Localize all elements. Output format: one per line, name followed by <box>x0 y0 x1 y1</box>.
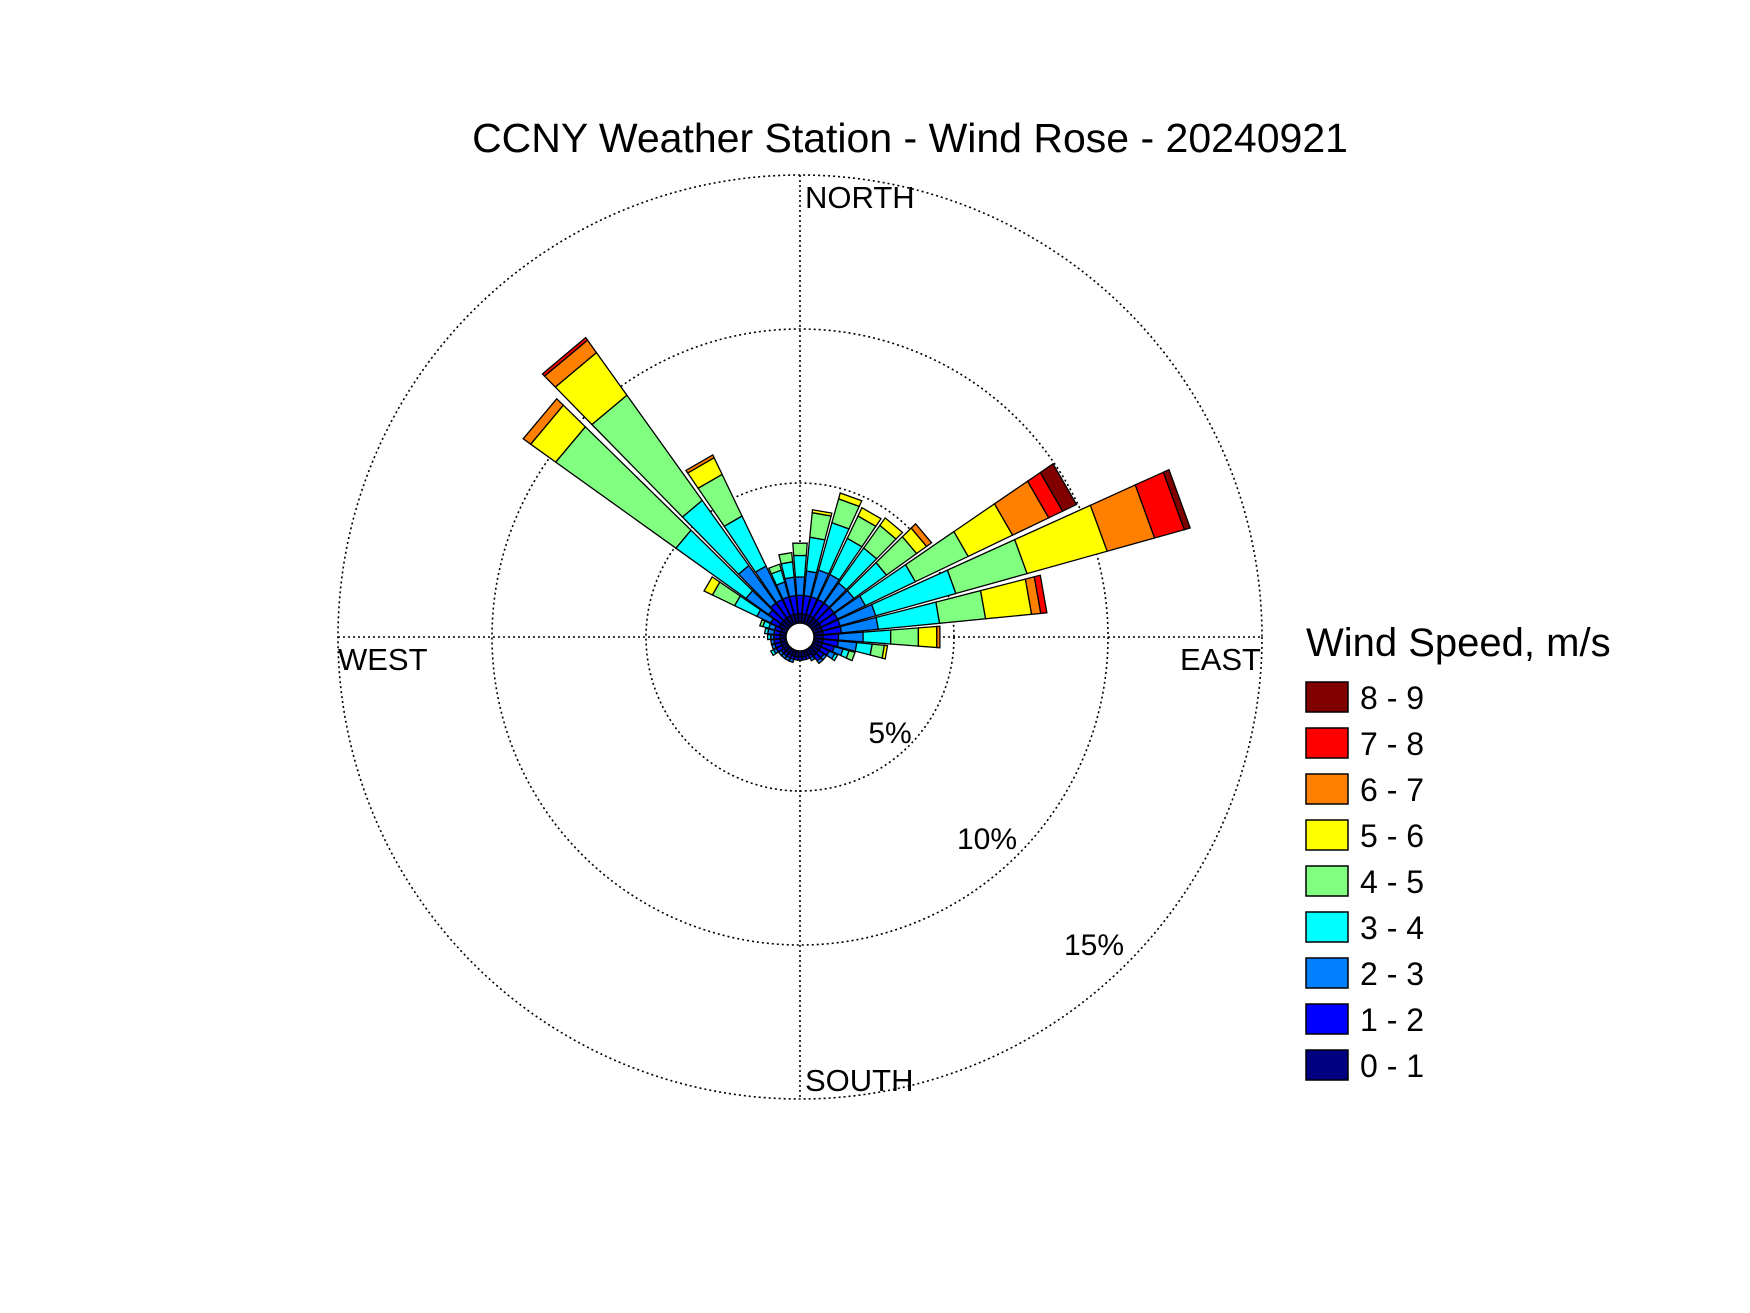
petal-segment-20-deg-bin-5 <box>837 492 863 508</box>
petal-segment-90-deg-bin-3 <box>862 629 892 645</box>
petal-segment-110-deg-bin-4 <box>845 649 856 662</box>
petal-segment-310-deg-bin-6 <box>522 397 565 446</box>
petal-segment-120-deg-bin-3 <box>831 652 839 662</box>
legend-swatch-8 <box>1305 1049 1349 1081</box>
legend-title: Wind Speed, m/s <box>1306 621 1611 665</box>
petal-segment-10-deg-bin-5 <box>811 508 833 517</box>
petal-segment-330-deg-bin-6 <box>684 453 715 474</box>
petal-segment-280-deg-bin-3 <box>763 627 770 635</box>
petal-segment-130-deg-bin-2 <box>820 653 828 661</box>
petal-segment-0-deg-bin-4 <box>792 542 808 557</box>
petal-segment-100-deg-bin-3 <box>854 641 873 656</box>
chart-title: CCNY Weather Station - Wind Rose - 20240… <box>472 115 1348 161</box>
petal-segment-240-deg-bin-3 <box>769 648 777 657</box>
legend-label-2: 6 - 7 <box>1360 772 1424 808</box>
label-east: EAST <box>1180 642 1261 677</box>
petal-segment-350-deg-bin-4 <box>778 551 794 565</box>
petal-segment-340-deg-bin-4 <box>767 563 783 575</box>
petal-segment-300-deg-bin-5 <box>703 575 721 596</box>
legend-swatch-6 <box>1305 957 1349 989</box>
petal-segment-100-deg-bin-5 <box>881 644 889 660</box>
label-west: WEST <box>338 642 428 677</box>
calm-center <box>785 622 815 652</box>
petal-segment-170-deg-bin-1 <box>801 655 807 661</box>
legend-swatch-1 <box>1305 727 1349 759</box>
ring-10-percent <box>491 328 1109 946</box>
petal-segment-250-deg-bin-2 <box>770 643 777 650</box>
legend-swatch-5 <box>1305 911 1349 943</box>
petal-segment-270-deg-bin-1 <box>773 634 781 640</box>
petal-segment-90-deg-bin-5 <box>917 625 938 649</box>
legend-swatch-2 <box>1305 773 1349 805</box>
legend-label-4: 4 - 5 <box>1360 864 1424 900</box>
legend-label-0: 8 - 9 <box>1360 680 1424 716</box>
legend-swatch-4 <box>1305 865 1349 897</box>
petal-segment-30-deg-bin-5 <box>857 506 882 528</box>
petal-segment-260-deg-bin-2 <box>769 638 776 646</box>
petal-segment-180-deg-bin-1 <box>797 656 803 661</box>
label-south: SOUTH <box>805 1063 914 1098</box>
petal-segment-0-deg-bin-3 <box>792 554 808 578</box>
petal-segment-90-deg-bin-2 <box>837 631 864 643</box>
petal-segment-90-deg-bin-6 <box>936 625 941 649</box>
ring-5-percent <box>645 482 955 792</box>
legend-label-5: 3 - 4 <box>1360 910 1424 946</box>
petal-segment-140-deg-bin-2 <box>816 657 824 665</box>
petal-segment-40-deg-bin-5 <box>879 516 904 540</box>
legend-label-3: 5 - 6 <box>1360 818 1424 854</box>
legend-label-1: 7 - 8 <box>1360 726 1424 762</box>
wind-petals <box>522 336 1192 665</box>
petal-segment-50-deg-bin-6 <box>910 522 933 548</box>
petal-segment-90-deg-bin-4 <box>890 627 920 647</box>
petal-segment-150-deg-bin-2 <box>809 655 816 662</box>
petal-segment-0-deg-bin-2 <box>794 576 806 597</box>
legend-label-7: 1 - 2 <box>1360 1002 1424 1038</box>
legend-swatch-0 <box>1305 681 1349 713</box>
ring-15-percent <box>337 174 1263 1100</box>
petal-segment-80-deg-bin-7 <box>1033 574 1048 615</box>
ring-label-10: 10% <box>957 823 1017 856</box>
petal-segment-70-deg-bin-8 <box>1162 468 1192 531</box>
petal-segment-270-deg-bin-3 <box>766 633 772 641</box>
legend-label-8: 0 - 1 <box>1360 1048 1424 1084</box>
petal-segment-60-deg-bin-8 <box>1039 462 1078 513</box>
ring-label-5: 5% <box>868 717 911 750</box>
legend: Wind Speed, m/s 8 - 9 7 - 8 6 - 7 5 - 6 4 - … <box>1305 621 1611 1084</box>
label-north: NORTH <box>805 180 915 215</box>
legend-swatch-7 <box>1305 1003 1349 1035</box>
legend-label-6: 2 - 3 <box>1360 956 1424 992</box>
ring-label-15: 15% <box>1064 929 1124 962</box>
legend-swatch-3 <box>1305 819 1349 851</box>
petal-segment-320-deg-bin-7 <box>541 336 589 377</box>
petal-segment-290-deg-bin-4 <box>758 618 766 628</box>
